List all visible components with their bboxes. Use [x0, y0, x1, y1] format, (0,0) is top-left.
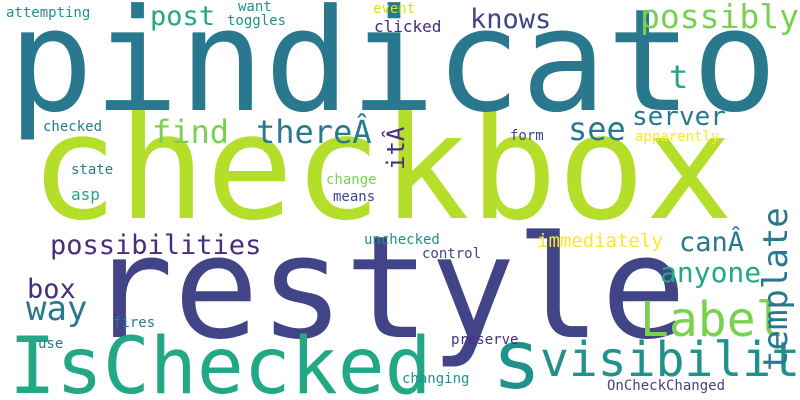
- word-immediately: immediately: [537, 230, 663, 252]
- word-see: see: [568, 110, 626, 148]
- word-server: server: [632, 102, 726, 132]
- word-way: way: [26, 289, 88, 329]
- word-checked: checked: [43, 119, 103, 135]
- word-it: itÂ: [382, 126, 410, 170]
- word-checkbox: checkbox: [30, 83, 734, 253]
- word-post: post: [150, 1, 216, 32]
- word-find: find: [152, 113, 230, 151]
- word-want: want: [238, 0, 272, 15]
- word-s: s: [492, 313, 542, 400]
- word-box: box: [27, 274, 76, 305]
- word-can: canÂ: [679, 227, 745, 258]
- word-apparently: apparently: [635, 129, 720, 145]
- word-possibilities: possibilities: [50, 230, 262, 261]
- word-oncheckchanged: OnCheckChanged: [607, 378, 726, 394]
- word-ischecked: IsChecked: [9, 322, 432, 400]
- word-unchecked: unchecked: [364, 232, 440, 248]
- word-knows: knows: [470, 4, 552, 35]
- word-anyone: anyone: [660, 256, 762, 289]
- word-possibly: possibly: [640, 0, 799, 36]
- word-preserve: preserve: [451, 332, 519, 348]
- word-label: Label: [640, 292, 785, 348]
- word-event: event: [373, 1, 416, 17]
- word-there: thereÂ: [256, 113, 372, 151]
- word-control: control: [422, 246, 482, 262]
- word-visibility: visibility: [540, 332, 800, 388]
- word-means: means: [333, 189, 376, 205]
- word-clicked: clicked: [374, 17, 442, 36]
- word-changing: changing: [402, 371, 470, 387]
- word-form: form: [510, 128, 544, 144]
- word-change: change: [326, 172, 377, 188]
- word-toggles: toggles: [227, 13, 287, 29]
- word-pindicator: pindicator: [8, 0, 800, 144]
- word-restyle: restyle: [88, 206, 687, 371]
- word-asp: asp: [71, 185, 100, 204]
- word-template: template: [756, 207, 796, 371]
- word-t: t: [669, 58, 689, 96]
- word-attempting: attempting: [6, 5, 91, 21]
- word-fires: fires: [113, 315, 156, 331]
- word-state: state: [71, 162, 114, 178]
- word-use: use: [38, 336, 64, 352]
